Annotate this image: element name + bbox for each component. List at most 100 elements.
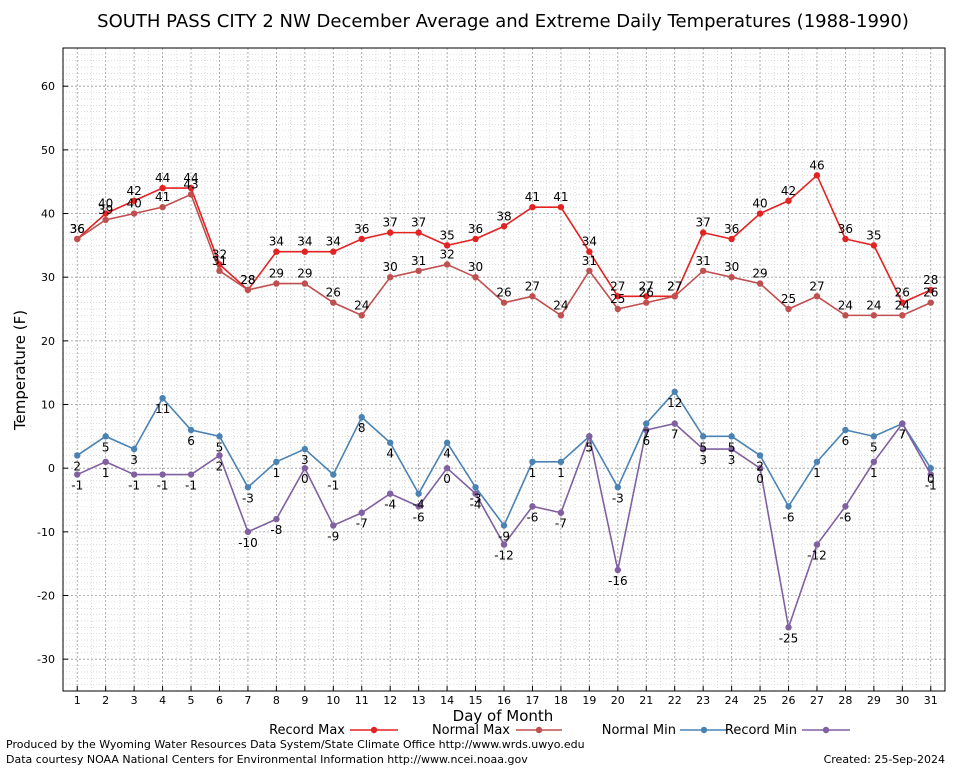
- record-max-data-label: 36: [468, 222, 483, 236]
- record-min-point: [216, 452, 223, 459]
- normal-max-data-label: 29: [269, 267, 284, 281]
- normal-max-point: [927, 299, 934, 306]
- normal-min-point: [244, 484, 252, 491]
- normal-min-data-label: 1: [813, 466, 821, 480]
- y-tick-label: 50: [41, 144, 55, 157]
- record-max-point: [586, 248, 593, 255]
- normal-min-data-label: 1: [529, 466, 537, 480]
- normal-max-data-label: 26: [496, 286, 511, 300]
- record-min-point: [443, 464, 451, 472]
- record-max-data-label: 36: [838, 222, 853, 236]
- normal-max-point: [159, 203, 166, 211]
- record-max-point: [529, 203, 536, 211]
- normal-max-data-label: 43: [183, 177, 198, 191]
- record-min-point: [301, 464, 309, 472]
- record-max-line: [76, 173, 932, 304]
- x-tick-label: 5: [188, 694, 195, 707]
- y-tick-label: -30: [37, 653, 55, 666]
- normal-min-point: [529, 458, 536, 466]
- normal-min-data-label: 1: [273, 466, 281, 480]
- x-tick-label: 20: [611, 694, 625, 707]
- normal-max-point: [813, 293, 821, 300]
- record-max-point: [614, 293, 622, 300]
- footer-credit-line1: Produced by the Wyoming Water Resources …: [6, 738, 585, 751]
- normal-min-point: [301, 445, 309, 453]
- normal-max-data-label: 40: [126, 197, 141, 211]
- normal-min-point: [728, 433, 735, 440]
- normal-max-point: [273, 280, 280, 287]
- normal-min-data-label: 5: [870, 440, 878, 454]
- record-max-point: [443, 242, 451, 249]
- record-max-data-label: 40: [752, 197, 767, 211]
- normal-max-data-label: 31: [696, 254, 711, 268]
- x-tick-label: 26: [782, 694, 796, 707]
- normal-max-point: [728, 273, 735, 281]
- x-tick-label: 12: [383, 694, 397, 707]
- normal-max-data-label: 27: [809, 279, 824, 293]
- normal-max-data-label: 28: [240, 273, 255, 287]
- normal-min-data-label: 3: [130, 453, 138, 467]
- record-min-point: [529, 503, 536, 510]
- normal-max-data-label: 24: [838, 298, 853, 312]
- normal-max-point: [842, 312, 849, 319]
- normal-min-point: [756, 452, 764, 459]
- record-min-data-label: -16: [608, 574, 628, 588]
- normal-min-point: [870, 433, 878, 440]
- record-min-data-label: -1: [128, 479, 140, 493]
- record-min-point: [273, 515, 280, 523]
- record-max-point: [785, 197, 792, 204]
- normal-max-data-label: 26: [923, 286, 938, 300]
- record-max-data-label: 26: [895, 286, 910, 300]
- normal-min-point: [785, 503, 792, 510]
- record-max-point: [500, 223, 508, 230]
- record-max-data-label: 27: [667, 279, 682, 293]
- record-min-data-label: -1: [925, 479, 937, 493]
- normal-max-data-label: 30: [468, 260, 483, 274]
- record-min-point: [557, 509, 565, 516]
- y-axis-label: Temperature (F): [11, 310, 29, 431]
- normal-min-data-label: 3: [301, 453, 309, 467]
- normal-max-data-label: 26: [639, 286, 654, 300]
- normal-min-data-label: -9: [498, 529, 510, 543]
- normal-min-point: [330, 471, 337, 478]
- normal-min-point: [643, 420, 650, 427]
- record-max-data-label: 46: [809, 158, 824, 172]
- record-min-data-label: 7: [671, 428, 679, 442]
- record-min-data-label: -25: [779, 631, 799, 645]
- record-min-data-label: -12: [807, 549, 827, 563]
- normal-min-data-label: 2: [73, 459, 81, 473]
- record-min-point: [614, 566, 622, 574]
- normal-max-data-label: 32: [439, 247, 454, 261]
- normal-max-data-label: 30: [724, 260, 739, 274]
- record-min-point: [159, 471, 166, 478]
- normal-max-point: [671, 293, 678, 300]
- normal-min-data-label: 5: [699, 440, 707, 454]
- record-max-data-label: 27: [610, 279, 625, 293]
- record-max-data-label: 38: [496, 209, 511, 223]
- normal-min-point: [358, 414, 365, 421]
- normal-min-data-label: 8: [358, 421, 366, 435]
- footer-credit-line2: Data courtesy NOAA National Centers for …: [6, 753, 528, 766]
- record-max-point: [102, 210, 109, 217]
- normal-min-point: [671, 388, 678, 395]
- normal-min-data-label: 0: [927, 472, 935, 486]
- normal-max-data-label: 31: [582, 254, 597, 268]
- x-tick-label: 11: [355, 694, 369, 707]
- record-max-data-label: 37: [383, 216, 398, 230]
- x-tick-label: 2: [102, 694, 109, 707]
- normal-min-data-label: -3: [612, 491, 624, 505]
- record-max-point: [130, 197, 138, 204]
- record-max-point: [699, 229, 707, 236]
- normal-max-data-label: 25: [610, 292, 625, 306]
- x-tick-label: 27: [810, 694, 824, 707]
- normal-min-data-label: 2: [756, 459, 764, 473]
- record-max-point: [557, 203, 565, 211]
- normal-min-data-label: 11: [155, 402, 170, 416]
- normal-max-point: [358, 312, 365, 319]
- footer-created-date: Created: 25-Sep-2024: [824, 753, 945, 766]
- normal-max-point: [130, 210, 138, 217]
- normal-min-data-label: 5: [102, 440, 110, 454]
- record-min-point: [643, 426, 650, 434]
- normal-max-point: [870, 312, 878, 319]
- normal-max-point: [102, 216, 109, 224]
